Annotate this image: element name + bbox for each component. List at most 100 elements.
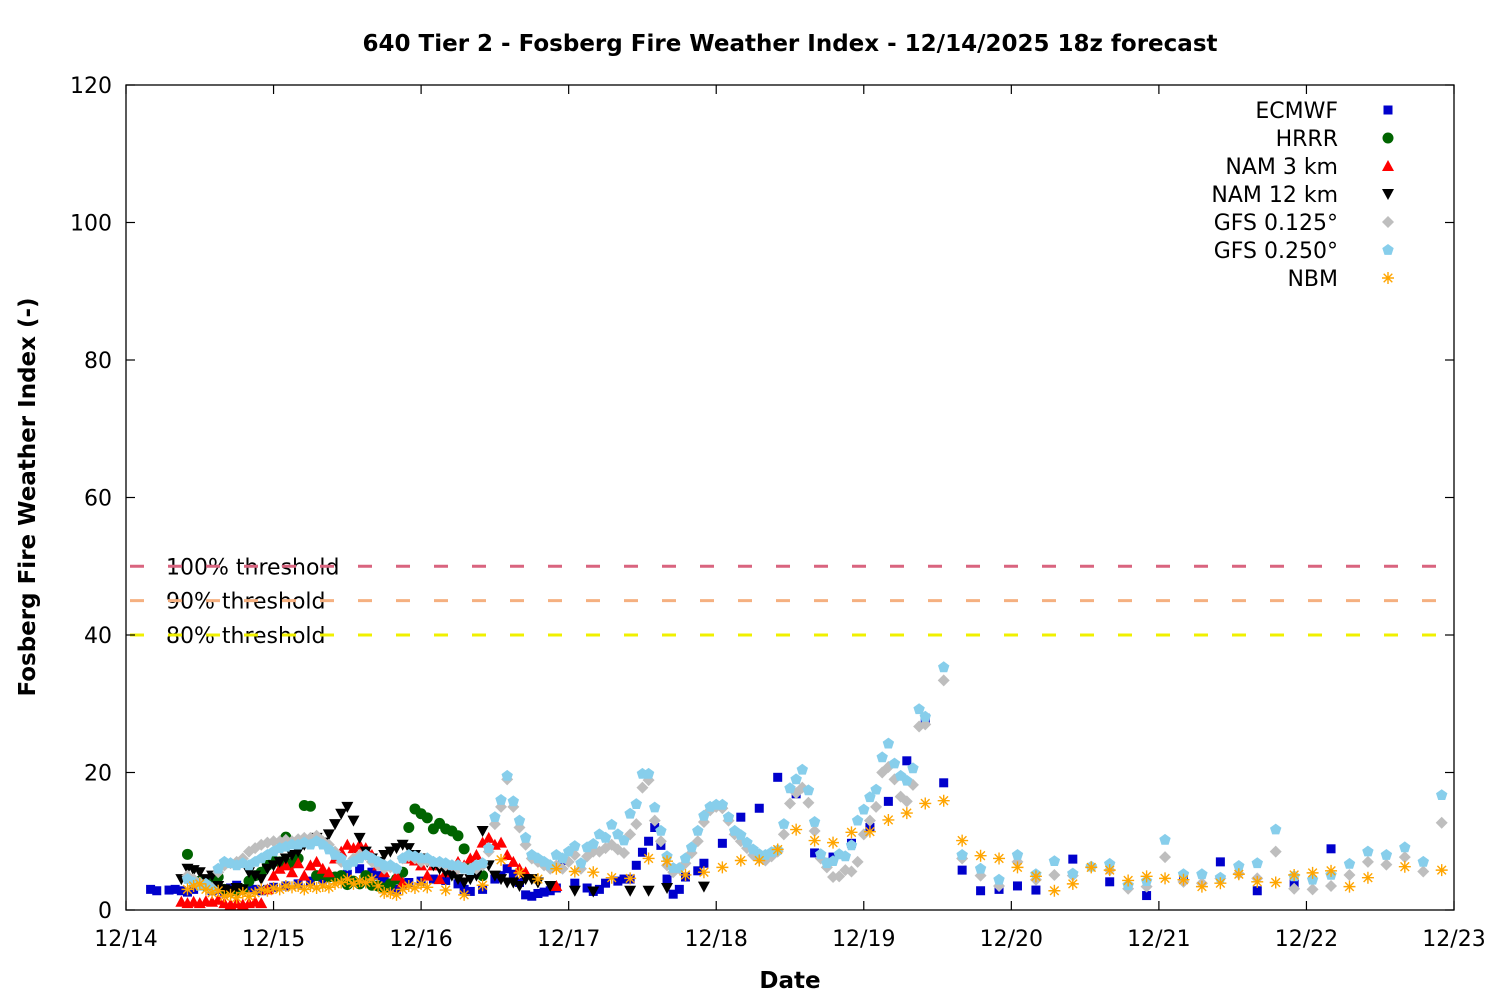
point-asterisk (1325, 864, 1338, 877)
point-pentagon (1436, 789, 1448, 800)
point-pentagon (716, 798, 729, 810)
point-pentagon (1104, 857, 1116, 869)
point-triangle-up (470, 849, 483, 860)
point-triangle-down (452, 874, 464, 886)
point-pentagon (815, 848, 827, 860)
point-square (650, 823, 660, 832)
point-triangle-up (507, 855, 520, 867)
point-square (957, 865, 967, 875)
point-pentagon (796, 763, 808, 775)
point-square (146, 884, 156, 894)
point-pentagon (587, 838, 599, 849)
y-tick-label: 0 (98, 899, 112, 924)
point-asterisk (359, 876, 372, 889)
point-diamond (1306, 883, 1319, 896)
point-triangle-up (255, 897, 268, 909)
point-triangle-down (286, 850, 298, 861)
point-square (594, 884, 604, 894)
point-asterisk (458, 888, 471, 901)
point-asterisk (378, 886, 391, 899)
point-square (619, 874, 629, 884)
point-asterisk (1195, 880, 1208, 893)
point-asterisk (1343, 880, 1356, 893)
point-diamond (808, 824, 821, 837)
point-pentagon (907, 762, 919, 774)
series-gfs-0-250- (181, 661, 1448, 895)
point-square (355, 864, 365, 874)
point-asterisk (587, 866, 600, 879)
legend-label: HRRR (1276, 127, 1338, 152)
point-square (527, 891, 537, 901)
point-square (939, 778, 949, 788)
point-asterisk (550, 862, 563, 875)
point-pentagon (390, 862, 403, 874)
point-square (533, 889, 543, 898)
point-square (1142, 891, 1152, 901)
point-triangle-down (261, 863, 274, 875)
point-square (582, 883, 592, 893)
point-pentagon (489, 811, 501, 822)
y-tick-label: 80 (84, 349, 112, 374)
point-asterisk (771, 843, 784, 856)
point-triangle-up (390, 869, 403, 881)
point-pentagon (722, 811, 735, 822)
point-square (1326, 844, 1336, 854)
point-triangle-up (304, 859, 317, 871)
point-triangle-up (292, 857, 305, 869)
point-pentagon (685, 841, 698, 853)
point-pentagon (888, 757, 901, 769)
point-asterisk (249, 886, 262, 899)
point-asterisk (845, 826, 858, 839)
point-asterisk (316, 879, 329, 892)
point-pentagon (679, 852, 692, 864)
point-asterisk (1066, 877, 1079, 890)
point-asterisk (310, 882, 323, 894)
point-square (754, 803, 764, 813)
point-pentagon (544, 859, 556, 871)
point-square (152, 886, 162, 896)
point-pentagon (882, 737, 895, 749)
point-pentagon (513, 814, 526, 826)
point-square (644, 836, 654, 846)
point-pentagon (808, 816, 821, 827)
point-square (810, 848, 820, 858)
point-diamond (851, 855, 864, 868)
point-triangle-down (347, 815, 360, 827)
point-asterisk (531, 873, 544, 886)
point-pentagon (993, 873, 1005, 885)
point-asterisk (298, 883, 311, 896)
point-pentagon (698, 809, 710, 821)
point-asterisk (267, 882, 280, 894)
point-diamond (784, 797, 796, 810)
point-pentagon (1380, 849, 1393, 860)
point-asterisk (697, 866, 710, 879)
legend-marker-circle (1382, 132, 1394, 144)
point-square (367, 867, 377, 877)
point-square (699, 858, 709, 868)
point-square (883, 796, 893, 806)
point-triangle-up (279, 859, 292, 871)
point-asterisk (261, 884, 274, 897)
axis-ticks: 0 20 40 60 80 100 120 12/14 12/15 12/16 12/17 12/18… (70, 74, 1486, 952)
point-asterisk (605, 871, 618, 884)
y-tick-label: 40 (84, 624, 112, 649)
point-square (1105, 877, 1115, 887)
point-triangle-down (353, 832, 366, 844)
point-asterisk (273, 883, 286, 896)
point-triangle-down (378, 850, 391, 861)
point-triangle-down (568, 885, 581, 897)
point-diamond (1325, 879, 1338, 892)
point-triangle-down (390, 843, 403, 855)
point-diamond (870, 800, 883, 813)
point-triangle-up (396, 876, 409, 888)
point-asterisk (304, 879, 317, 892)
point-square (613, 876, 623, 886)
point-circle (421, 812, 433, 824)
point-square (441, 875, 451, 885)
point-pentagon (612, 828, 624, 840)
point-square (244, 883, 254, 893)
point-diamond (777, 828, 790, 841)
y-tick-label: 20 (84, 762, 112, 787)
point-asterisk (329, 877, 342, 890)
